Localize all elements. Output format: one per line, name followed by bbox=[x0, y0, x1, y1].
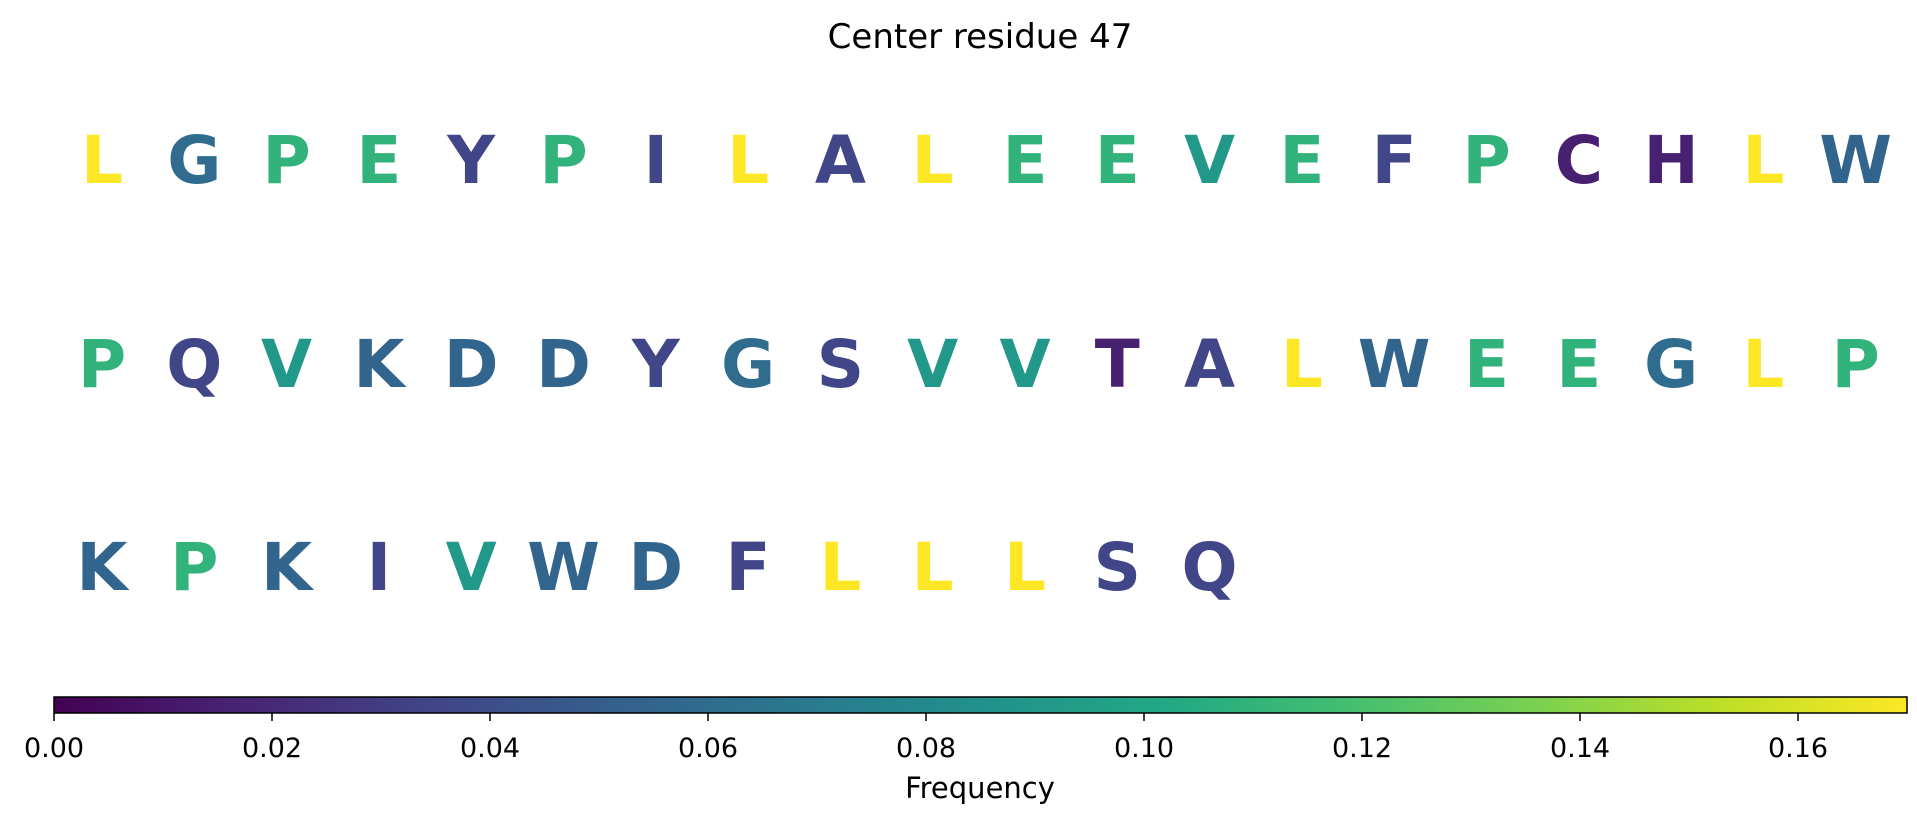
residue-letter: P bbox=[1462, 122, 1510, 199]
residue-letter: A bbox=[815, 122, 866, 199]
residue-letter: P bbox=[170, 529, 218, 606]
colorbar-tick-label: 0.16 bbox=[1768, 733, 1828, 764]
residue-letter: L bbox=[1742, 122, 1784, 199]
colorbar-ticks: 0.00 0.02 0.04 0.06 0.08 0.10 0.12 0.14 0.16 bbox=[24, 713, 1828, 764]
residue-letter: L bbox=[912, 529, 954, 606]
colorbar-tick-label: 0.10 bbox=[1114, 733, 1174, 764]
residue-letter: E bbox=[1464, 326, 1509, 403]
residue-letter: K bbox=[261, 529, 315, 606]
residue-letter: E bbox=[1279, 122, 1324, 199]
residue-letter: G bbox=[721, 326, 775, 403]
colorbar-tick-label: 0.02 bbox=[242, 733, 302, 764]
residue-letter: Q bbox=[1182, 529, 1238, 606]
colorbar-tick-label: 0.06 bbox=[678, 733, 738, 764]
residue-letter: K bbox=[353, 326, 407, 403]
residue-letter: D bbox=[536, 326, 591, 403]
residue-letter: G bbox=[1644, 326, 1698, 403]
residue-letter: L bbox=[912, 122, 954, 199]
residue-letter: T bbox=[1095, 326, 1140, 403]
residue-letter: Q bbox=[166, 326, 222, 403]
residue-letter: A bbox=[1184, 326, 1235, 403]
residue-letter: C bbox=[1555, 122, 1603, 199]
colorbar: 0.00 0.02 0.04 0.06 0.08 0.10 0.12 0.14 0.16 Fre… bbox=[24, 696, 1908, 805]
residue-letter: E bbox=[1002, 122, 1047, 199]
residue-letter: W bbox=[527, 529, 600, 606]
residue-letter: S bbox=[1094, 529, 1142, 606]
colorbar-tick-label: 0.08 bbox=[896, 733, 956, 764]
residue-letter: K bbox=[76, 529, 130, 606]
colorbar-tick-label: 0.14 bbox=[1550, 733, 1610, 764]
colorbar-tick-label: 0.00 bbox=[24, 733, 84, 764]
residue-letter: L bbox=[1742, 326, 1784, 403]
residue-letter: D bbox=[444, 326, 499, 403]
residue-letter: G bbox=[167, 122, 221, 199]
colorbar-tick-label: 0.04 bbox=[460, 733, 520, 764]
residue-letter: L bbox=[81, 122, 123, 199]
residue-letter: L bbox=[727, 122, 769, 199]
residue-letter: Y bbox=[446, 122, 496, 199]
residue-letter: I bbox=[644, 122, 669, 199]
residue-letter: V bbox=[261, 326, 312, 403]
colorbar-gradient bbox=[53, 696, 1908, 714]
residue-letter: F bbox=[1372, 122, 1417, 199]
residue-grid: L G P E Y P I L A L E E V E F P C H L WP Q V K D D Y G S V V T A L W E E G L P… bbox=[76, 122, 1892, 606]
chart-title: Center residue 47 bbox=[828, 17, 1133, 57]
residue-letter: E bbox=[356, 122, 401, 199]
residue-letter: V bbox=[446, 529, 497, 606]
colorbar-tick-label: 0.12 bbox=[1332, 733, 1392, 764]
residue-letter: Y bbox=[631, 326, 681, 403]
residue-letter: W bbox=[1819, 122, 1892, 199]
colorbar-label: Frequency bbox=[905, 771, 1055, 805]
residue-letter: V bbox=[907, 326, 958, 403]
residue-letter: L bbox=[819, 529, 861, 606]
residue-letter: I bbox=[367, 529, 392, 606]
residue-letter: E bbox=[1095, 122, 1140, 199]
residue-letter: P bbox=[1832, 326, 1880, 403]
residue-letter: P bbox=[539, 122, 587, 199]
residue-letter: V bbox=[999, 326, 1050, 403]
residue-letter: V bbox=[1184, 122, 1235, 199]
residue-letter: L bbox=[1281, 326, 1323, 403]
residue-letter: H bbox=[1643, 122, 1698, 199]
residue-letter: D bbox=[628, 529, 683, 606]
residue-letter: P bbox=[78, 326, 126, 403]
residue-letter: E bbox=[1556, 326, 1601, 403]
residue-letter: L bbox=[1004, 529, 1046, 606]
residue-letter: F bbox=[726, 529, 771, 606]
residue-letter: W bbox=[1358, 326, 1431, 403]
residue-letter: S bbox=[817, 326, 865, 403]
residue-letter: P bbox=[262, 122, 310, 199]
